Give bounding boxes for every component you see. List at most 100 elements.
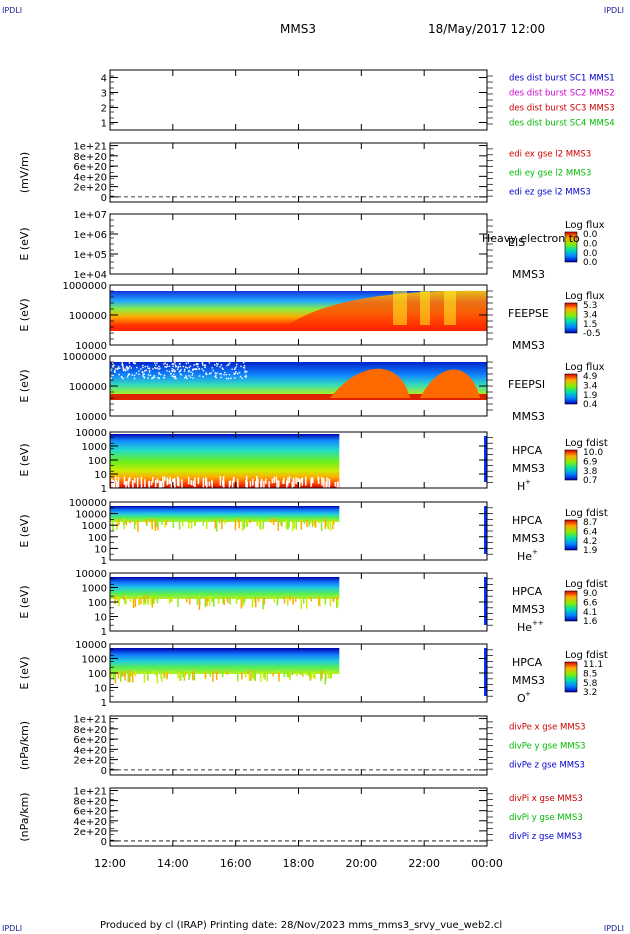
hplus-gap xyxy=(273,476,276,483)
feepsi-speckle xyxy=(244,370,246,372)
instrument-label: HPCA xyxy=(512,514,543,527)
hplus-gap xyxy=(160,481,163,489)
heavy-ion-speck xyxy=(214,519,217,529)
y-tick-label: 2e+20 xyxy=(73,183,107,194)
hplus-gap xyxy=(178,478,180,487)
feepsi-speckle xyxy=(186,377,188,380)
feepsi-speckle xyxy=(121,362,123,364)
feepsi-speckle xyxy=(192,369,194,371)
hplus-gap xyxy=(328,478,330,488)
feepsi-speckle xyxy=(133,377,136,380)
heavy-ion-speck xyxy=(256,521,259,527)
panel-frame xyxy=(109,787,488,847)
feepsi-speckle xyxy=(215,376,217,379)
heavy-ion-speck xyxy=(156,595,159,604)
hplus-gap xyxy=(334,481,337,487)
heavy-ion-speck xyxy=(149,519,152,523)
colorbar-label: 3.8 xyxy=(583,467,598,477)
panel-p8 xyxy=(109,572,578,632)
heavy-ion-speck xyxy=(124,673,126,681)
feepsi-speckle xyxy=(156,367,159,369)
hplus-gap xyxy=(275,476,278,483)
heavy-ion-speck xyxy=(277,521,280,531)
hplus-gap xyxy=(293,479,295,487)
heavy-ion-speck xyxy=(124,518,127,524)
y-axis-label: E (eV) xyxy=(18,585,31,618)
species-charge: + xyxy=(525,478,531,486)
colorbar-label: 10.0 xyxy=(583,448,603,458)
feepsi-speckle xyxy=(136,366,138,369)
feepsi-speckle xyxy=(235,371,237,373)
feepsi-speckle xyxy=(234,367,236,369)
species-charge: + xyxy=(532,548,538,556)
instrument-label: HPCA xyxy=(512,585,543,598)
heavy-ion-speck xyxy=(170,670,172,675)
colorbar xyxy=(564,373,578,405)
heavy-ion-speck xyxy=(154,596,156,601)
heavy-ion-speck xyxy=(285,519,288,529)
panel-p7 xyxy=(109,501,578,561)
heavy-ion-speck xyxy=(324,673,327,685)
feepsi-speckle xyxy=(240,365,242,368)
hplus-gap xyxy=(252,481,254,486)
heavy-ion-speck xyxy=(283,671,286,678)
heavy-ion-speck xyxy=(319,598,321,607)
feepsi-speckle xyxy=(143,377,146,379)
panel-annotation: Heavy electron to xyxy=(482,232,580,245)
y-tick-label: 1 xyxy=(101,556,107,567)
y-tick-label: 1e+21 xyxy=(73,787,107,798)
hplus-gap xyxy=(246,481,248,491)
feepsi-speckle xyxy=(114,369,116,372)
heavy-ion-speck xyxy=(287,520,289,530)
heavy-ion-speck xyxy=(324,518,327,530)
heavy-ion-speck xyxy=(196,596,199,605)
heavy-ion-speck xyxy=(305,671,308,676)
hplus-gap xyxy=(172,478,174,483)
heavy-ion-speck xyxy=(251,598,254,608)
feepsi-speckle xyxy=(140,368,142,370)
heavy-ion-speck xyxy=(307,670,310,677)
colorbar xyxy=(564,590,578,622)
feepsi-speckle xyxy=(202,369,205,372)
feepsi-speckle xyxy=(152,376,155,378)
y-tick-label: 1e+21 xyxy=(73,142,107,153)
hplus-gap xyxy=(144,479,146,488)
heavy-ion-speck xyxy=(264,672,266,680)
hplus-gap xyxy=(204,477,207,486)
feepsi-speckle xyxy=(120,376,123,378)
page-title: MMS3 xyxy=(280,22,316,36)
y-tick-label: 10000 xyxy=(75,569,107,580)
feepsi-speckle xyxy=(235,366,237,368)
feepsi-speckle xyxy=(196,368,198,371)
colorbar xyxy=(564,449,578,481)
heavy-ion-speck xyxy=(211,598,213,603)
panel-frame xyxy=(109,69,488,131)
hplus-gap xyxy=(134,477,136,483)
heavy-ion-speck xyxy=(124,598,126,604)
feepsi-speckle xyxy=(179,370,181,372)
colorbar xyxy=(564,302,578,334)
hplus-gap xyxy=(192,480,195,486)
heavy-ion-speck xyxy=(324,596,327,605)
heavy-ion-speck xyxy=(186,598,188,603)
colorbar-label: 1.9 xyxy=(583,391,598,401)
y-tick-label: 1 xyxy=(101,698,107,709)
feepsi-speckle xyxy=(202,375,204,378)
feepsi-low-energy-band xyxy=(110,394,487,400)
heavy-ion-speck xyxy=(153,595,155,604)
y-tick-label: 6e+20 xyxy=(73,735,107,746)
y-tick-label: 8e+20 xyxy=(73,797,107,808)
y-tick-label: 100 xyxy=(88,669,107,680)
colorbar-title: Log fdist xyxy=(565,579,608,590)
heavy-ion-speck xyxy=(198,595,200,599)
feepsi-speckle xyxy=(185,366,187,368)
hplus-gap xyxy=(202,478,205,488)
hplus-gap xyxy=(233,476,235,483)
y-tick-label: 1 xyxy=(101,627,107,638)
feepsi-speckle xyxy=(124,369,126,371)
hplus-gap xyxy=(114,476,117,481)
feepsi-speckle xyxy=(198,368,201,370)
feepsi-speckle xyxy=(142,372,144,374)
heavy-ion-speck xyxy=(124,595,127,603)
feepsi-speckle xyxy=(148,371,151,373)
